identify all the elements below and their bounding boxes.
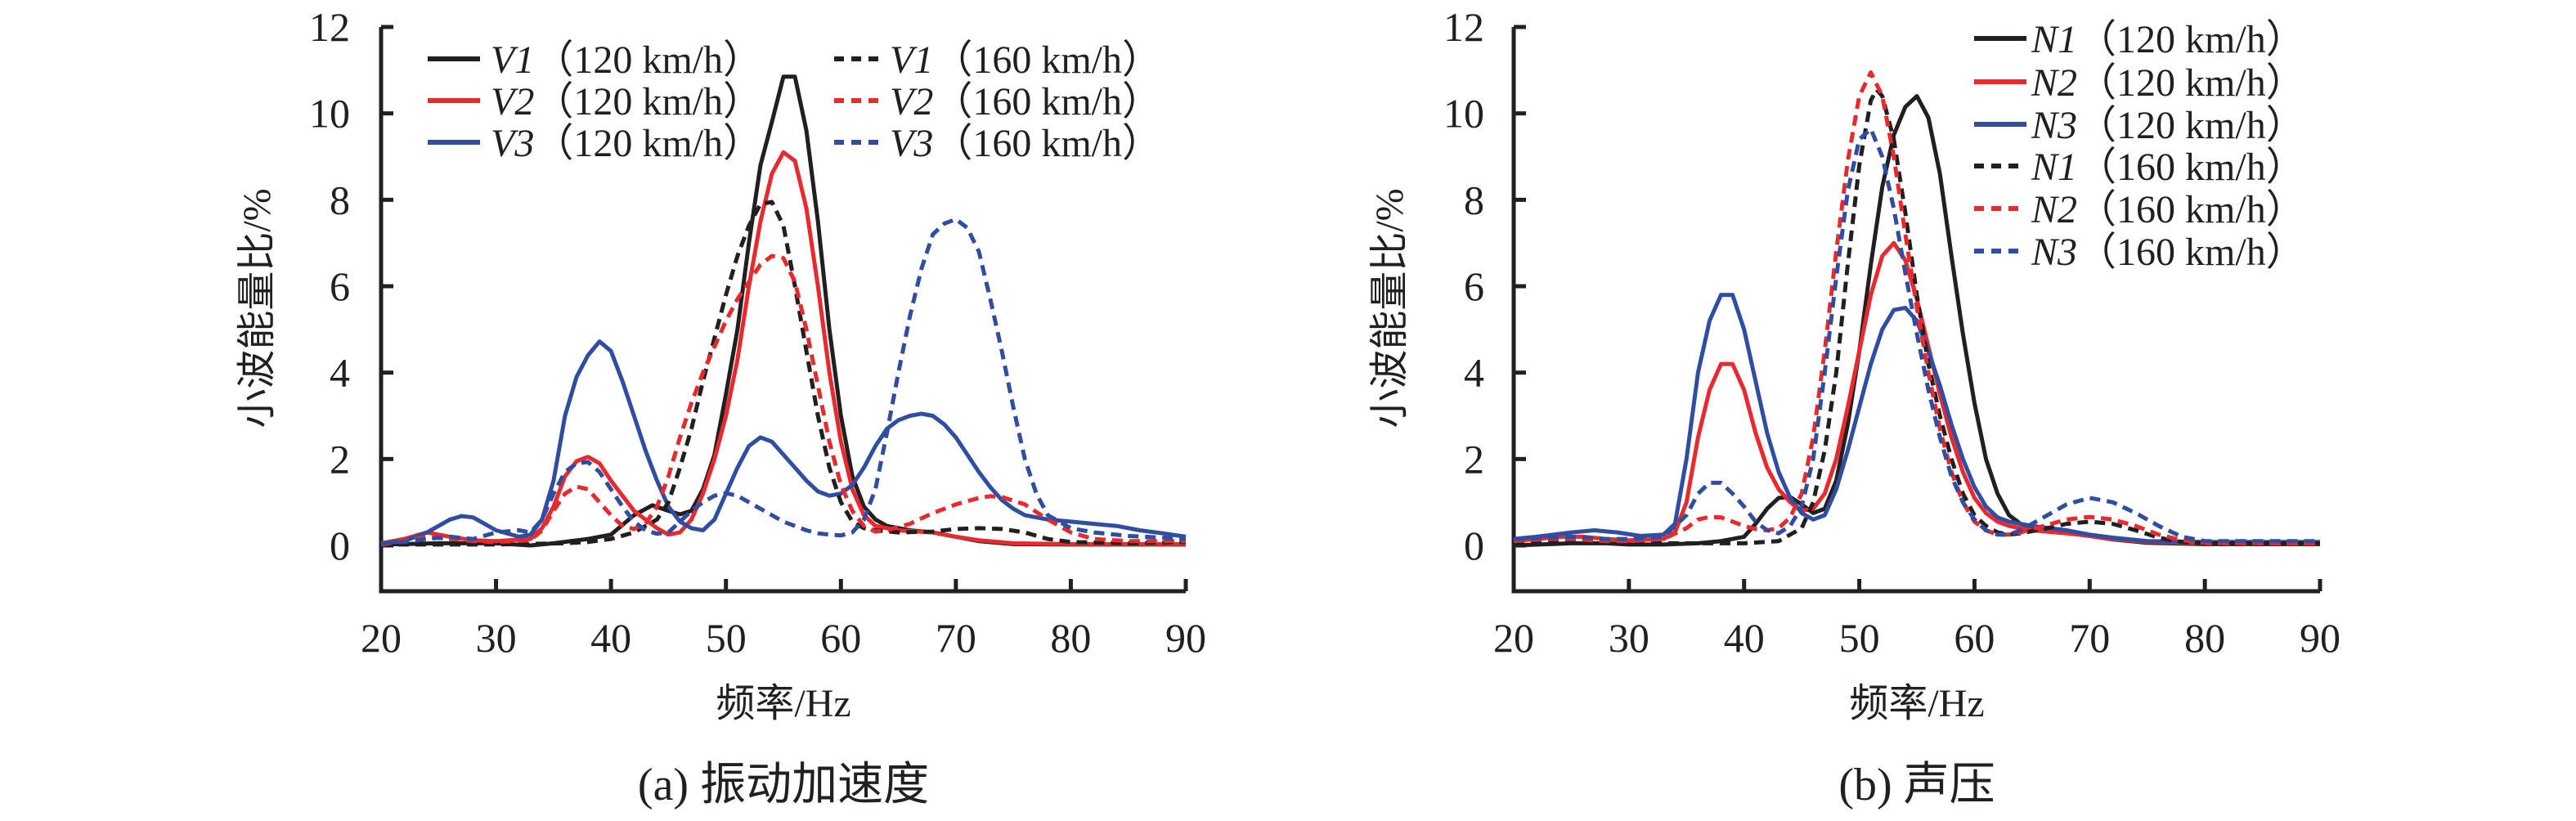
y-tick-label: 6 <box>330 263 350 309</box>
legend-series-name: N2 <box>2031 61 2077 105</box>
legend-speed: （120 km/h） <box>2077 18 2305 61</box>
x-tick-label: 50 <box>706 615 747 661</box>
legend-label: N2（160 km/h） <box>2031 188 2305 231</box>
legend-item: V2（160 km/h） <box>834 80 1161 123</box>
series-line-n2-120 <box>1513 240 2320 545</box>
legend-label: V1（160 km/h） <box>890 38 1161 82</box>
y-tick-label: 2 <box>330 436 350 482</box>
legend-speed: （160 km/h） <box>933 80 1161 123</box>
series-line-n3-160 <box>1513 127 2320 544</box>
legend-speed: （120 km/h） <box>534 122 762 165</box>
legend-speed: （160 km/h） <box>933 38 1161 82</box>
x-tick-label: 40 <box>1724 615 1765 661</box>
legend-speed: （160 km/h） <box>2077 231 2305 274</box>
panel-caption: (b) 声压 <box>1838 760 1995 810</box>
x-tick-label: 90 <box>1165 615 1206 661</box>
legend-label: N3（120 km/h） <box>2031 104 2305 147</box>
legend-speed: （120 km/h） <box>534 38 762 82</box>
legend-item: N2（160 km/h） <box>1974 188 2305 231</box>
legend-label: V1（120 km/h） <box>491 38 762 82</box>
legend-label: N1（120 km/h） <box>2031 18 2305 61</box>
legend-series-name: N2 <box>2031 188 2077 231</box>
x-tick-label: 80 <box>1050 615 1091 661</box>
x-tick-label: 70 <box>2069 615 2110 661</box>
series-line-n3-120 <box>1513 293 2320 545</box>
legend-speed: （160 km/h） <box>933 122 1161 165</box>
panel-vibration-acceleration: 小波能量比/% 频率/Hz (a) 振动加速度 0 2 4 6 8 10 12 20 30 40 5… <box>236 4 1206 810</box>
legend-speed: （160 km/h） <box>2077 188 2305 231</box>
legend-item: V3（120 km/h） <box>428 122 762 165</box>
legend-label: N1（160 km/h） <box>2031 146 2305 189</box>
legend-series-name: V1 <box>491 38 534 82</box>
x-tick-label: 90 <box>2300 615 2340 661</box>
legend-series-name: N1 <box>2031 146 2077 189</box>
x-tick-label: 30 <box>1609 615 1649 661</box>
legend-series-name: V3 <box>491 122 534 165</box>
panel-sound-pressure: 小波能量比/% 频率/Hz (b) 声压 0 2 4 6 8 10 12 20 30 40 50 60… <box>1368 4 2340 810</box>
x-tick-label: 60 <box>820 615 861 661</box>
legend-item: N1（120 km/h） <box>1974 18 2305 61</box>
y-tick-label: 8 <box>330 177 350 222</box>
legend-label: V3（120 km/h） <box>491 122 762 165</box>
legend-item: V1（120 km/h） <box>428 38 762 82</box>
y-tick-label: 0 <box>1464 523 1484 568</box>
x-axis-title: 频率/Hz <box>716 682 850 725</box>
legend-series-name: N1 <box>2031 18 2077 61</box>
y-tick-label: 12 <box>1443 4 1484 50</box>
series-line-v3-120 <box>380 339 1187 545</box>
series-line-v2-160 <box>380 253 1186 547</box>
y-axis-title: 小波能量比/% <box>1368 188 1411 428</box>
y-tick-label: 10 <box>1443 91 1484 137</box>
y-tick-label: 0 <box>330 523 350 568</box>
legend-speed: （160 km/h） <box>2077 146 2305 189</box>
legend-speed: （120 km/h） <box>2077 61 2305 105</box>
y-tick-label: 4 <box>330 350 350 396</box>
legend-series-name: V2 <box>890 80 933 123</box>
series-line-n2-160 <box>1513 70 2321 545</box>
legend-series-name: N3 <box>2031 231 2077 274</box>
series-line-v1-160 <box>381 200 1187 547</box>
series-line-v2-120 <box>380 150 1186 546</box>
legend-label: N3（160 km/h） <box>2031 231 2305 274</box>
legend-series-name: V3 <box>890 122 933 165</box>
legend-item: V2（120 km/h） <box>428 80 762 123</box>
y-tick-label: 6 <box>1464 263 1484 309</box>
legend-item: N3（160 km/h） <box>1974 231 2305 274</box>
legend-speed: （120 km/h） <box>2077 104 2305 147</box>
x-tick-label: 60 <box>1954 615 1995 661</box>
legend-label: V2（160 km/h） <box>890 80 1161 123</box>
x-tick-label: 30 <box>476 615 517 661</box>
legend-series-name: V2 <box>491 80 534 123</box>
y-tick-label: 8 <box>1464 177 1484 222</box>
legend-label: V2（120 km/h） <box>491 80 762 123</box>
legend-item: N3（120 km/h） <box>1974 104 2305 147</box>
y-tick-label: 10 <box>309 91 350 137</box>
x-tick-label: 80 <box>2184 615 2225 661</box>
x-tick-label: 20 <box>1493 615 1534 661</box>
legend-speed: （120 km/h） <box>534 80 762 123</box>
legend-series-name: V1 <box>890 38 933 82</box>
legend-label: V3（160 km/h） <box>890 122 1161 165</box>
y-axis-title: 小波能量比/% <box>236 188 279 428</box>
panel-caption: (a) 振动加速度 <box>638 760 929 810</box>
x-tick-label: 50 <box>1839 615 1880 661</box>
x-tick-label: 20 <box>361 615 402 661</box>
y-tick-label: 4 <box>1464 350 1484 396</box>
y-tick-label: 12 <box>309 4 350 50</box>
y-tick-label: 2 <box>1464 436 1484 482</box>
legend-series-name: N3 <box>2031 104 2077 147</box>
legend-item: V1（160 km/h） <box>834 38 1161 82</box>
x-tick-label: 40 <box>590 615 631 661</box>
legend-item: V3（160 km/h） <box>834 122 1161 165</box>
legend-label: N2（120 km/h） <box>2031 61 2305 105</box>
series-line-v3-160 <box>380 217 1187 545</box>
legend-item: N1（160 km/h） <box>1974 146 2305 189</box>
x-axis-title: 频率/Hz <box>1849 682 1984 725</box>
legend-item: N2（120 km/h） <box>1974 61 2305 105</box>
x-tick-label: 70 <box>936 615 976 661</box>
